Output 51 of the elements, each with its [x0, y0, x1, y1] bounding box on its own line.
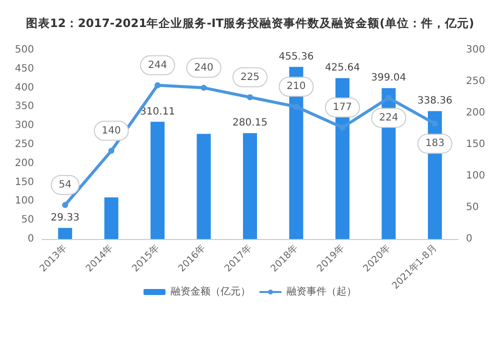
chart-title: 图表12：2017-2021年企业服务-IT服务投融资事件数及融资金额(单位：件，亿元): [26, 16, 474, 30]
point: [62, 202, 68, 208]
data-label: 225: [240, 72, 260, 83]
data-label: 280.15: [232, 118, 268, 129]
y2-tick-label: 250: [466, 76, 486, 87]
y-tick-label: 450: [14, 63, 34, 74]
y2-tick-label: 150: [466, 139, 486, 150]
data-label: 310.11: [140, 106, 176, 118]
y-tick-label: 200: [14, 158, 34, 169]
y2-tick-label: 100: [466, 170, 486, 182]
data-label: 54: [58, 179, 72, 190]
y-tick-label: 0: [28, 234, 34, 244]
data-label: 455.36: [278, 51, 314, 62]
data-label: 240: [194, 62, 214, 74]
y-tick-label: 100: [14, 196, 34, 207]
data-label: 399.04: [371, 72, 406, 84]
legend-label: 融资金额（亿元）: [170, 286, 250, 298]
point: [200, 84, 207, 91]
y-tick-label: 250: [14, 139, 34, 150]
y2-tick-label: 50: [466, 202, 479, 213]
point: [108, 148, 114, 154]
y-tick-label: 500: [14, 44, 34, 56]
data-label: 338.36: [417, 96, 452, 107]
y-tick-label: 300: [14, 120, 34, 132]
point: [386, 94, 392, 101]
legend-label: 融资事件（起）: [286, 286, 356, 298]
bar: [196, 134, 211, 239]
data-label: 210: [286, 81, 306, 92]
y2-tick-label: 200: [466, 108, 486, 118]
bar: [58, 228, 72, 239]
data-label: 224: [379, 112, 398, 124]
y-tick-label: 400: [14, 82, 34, 94]
y-tick-label: 350: [14, 101, 34, 112]
data-label: 425.64: [324, 62, 360, 74]
y2-tick-label: 300: [466, 44, 486, 56]
bar: [243, 133, 257, 239]
point: [293, 104, 300, 110]
bar: [104, 197, 118, 239]
bar: [150, 122, 165, 239]
data-label: 29.33: [50, 212, 80, 224]
data-label: 183: [425, 138, 444, 150]
y2-tick-label: 0: [466, 234, 472, 244]
point: [154, 82, 161, 88]
point: [247, 94, 253, 100]
point: [339, 124, 346, 130]
data-label: 177: [332, 102, 352, 113]
point: [432, 120, 438, 127]
data-label: 244: [148, 60, 168, 71]
y-tick-label: 50: [21, 214, 34, 226]
data-label: 140: [102, 125, 121, 136]
y-tick-label: 150: [14, 176, 34, 188]
